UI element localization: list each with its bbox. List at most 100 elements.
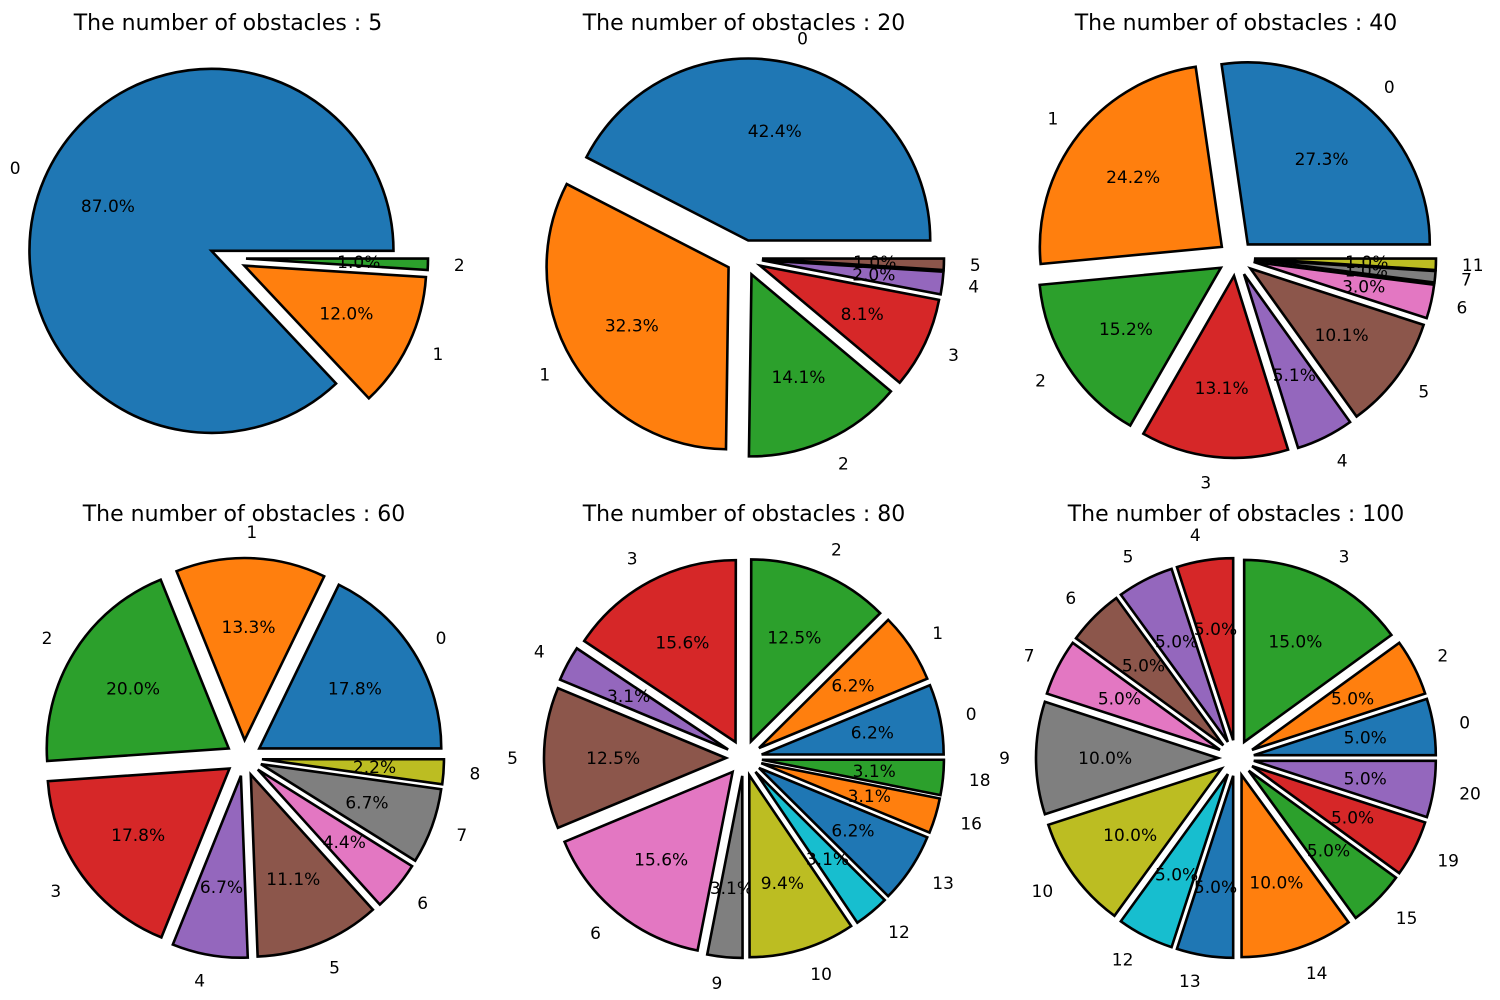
slice-label: 1 — [246, 523, 257, 543]
slice-label: 0 — [797, 29, 808, 49]
slice-percentage: 17.8% — [328, 680, 382, 700]
slice-percentage: 5.0% — [1331, 808, 1374, 828]
slice-label: 15 — [1396, 909, 1418, 929]
pie-slice-0 — [761, 683, 945, 756]
slice-label: 1 — [1047, 109, 1058, 129]
pie-slice-2 — [45, 577, 231, 763]
slice-percentage: 8.1% — [841, 305, 884, 325]
slice-label: 3 — [1200, 474, 1211, 494]
pie-slice-5 — [249, 771, 375, 958]
slice-percentage: 42.4% — [748, 122, 802, 142]
pie-slice-5 — [542, 686, 730, 830]
slice-label: 8 — [469, 765, 480, 785]
slice-label: 3 — [50, 882, 61, 902]
pie-slice-18 — [761, 758, 946, 797]
slice-percentage: 5.0% — [1331, 690, 1374, 710]
pie-slice-14 — [1240, 771, 1351, 959]
pie-slice-6 — [562, 769, 735, 953]
slice-percentage: 9.4% — [761, 874, 804, 894]
slice-percentage: 3.0% — [1342, 278, 1385, 298]
slice-percentage: 32.3% — [605, 316, 659, 336]
pie-slice-0 — [584, 57, 932, 242]
slice-label: 0 — [436, 629, 447, 649]
pie-slice-2 — [1251, 641, 1427, 752]
pie-slice-3 — [1242, 558, 1394, 745]
slice-label: 13 — [1179, 972, 1201, 992]
slice-percentage: 15.6% — [655, 634, 709, 654]
pie-slice-7 — [1045, 641, 1221, 752]
slice-label: 2 — [1437, 646, 1448, 666]
pie-chart-0: The number of obstacles : 5 0 87.0% 1 12.0% 2… — [10, 11, 465, 435]
pie-slice-6 — [256, 768, 414, 907]
pie-slice-8 — [261, 757, 446, 786]
pie-slice-9 — [705, 775, 744, 960]
slice-percentage: 5.0% — [1194, 878, 1237, 898]
slice-label: 6 — [1065, 589, 1076, 609]
chart-title: The number of obstacles : 20 — [582, 11, 906, 36]
pie-slice-10 — [1046, 766, 1225, 918]
slice-label: 2 — [838, 455, 849, 475]
pie-chart-4: The number of obstacles : 80 0 6.2% 1 6.2% 2 1… — [507, 502, 990, 994]
pie-slice-3 — [755, 263, 941, 385]
pie-slice-3 — [46, 767, 232, 940]
pie-slice-1 — [758, 618, 929, 750]
slice-percentage: 2.2% — [353, 758, 396, 778]
slice-percentage: 12.5% — [586, 749, 640, 769]
slice-label: 5 — [1418, 382, 1429, 402]
slice-label: 0 — [966, 705, 977, 725]
slice-percentage: 3.1% — [848, 787, 891, 807]
slice-percentage: 10.0% — [1103, 826, 1157, 846]
pie-slice-1 — [545, 182, 730, 451]
pie-slice-2 — [747, 271, 893, 458]
slice-label: 14 — [1306, 964, 1328, 984]
slice-label: 2 — [831, 540, 842, 560]
slice-label: 7 — [1024, 646, 1035, 666]
pie-slice-12 — [754, 770, 887, 925]
pie-slice-5 — [1247, 266, 1426, 419]
pie-slice-2 — [749, 558, 882, 745]
slice-percentage: 15.0% — [1268, 632, 1322, 652]
slice-label: 6 — [1457, 298, 1468, 318]
slice-label: 0 — [1459, 714, 1470, 734]
slice-percentage: 6.7% — [200, 878, 243, 898]
slice-label: 1 — [432, 345, 443, 365]
slice-percentage: 5.0% — [1344, 769, 1387, 789]
slice-percentage: 5.0% — [1098, 690, 1141, 710]
slice-percentage: 1.0% — [1345, 253, 1388, 273]
slice-label: 3 — [948, 346, 959, 366]
slice-label: 19 — [1437, 852, 1459, 872]
slice-percentage: 10.1% — [1315, 326, 1369, 346]
slice-label: 4 — [1190, 526, 1201, 546]
pie-slice-6 — [1074, 596, 1225, 747]
slice-percentage: 1.0% — [337, 253, 380, 273]
slice-label: 1 — [539, 365, 550, 385]
pie-slice-0 — [1220, 61, 1432, 246]
slice-label: 10 — [1032, 882, 1054, 902]
slice-percentage: 11.1% — [266, 870, 320, 890]
slice-label: 3 — [627, 550, 638, 570]
pie-slice-12 — [1119, 773, 1230, 949]
slice-percentage: 15.6% — [634, 850, 688, 870]
slice-label: 7 — [1461, 270, 1472, 290]
slice-label: 5 — [329, 958, 340, 978]
slice-percentage: 27.3% — [1295, 150, 1349, 170]
slice-label: 7 — [456, 826, 467, 846]
slice-percentage: 2.0% — [852, 265, 895, 285]
pie-slice-2 — [245, 257, 430, 272]
slice-label: 5 — [507, 749, 518, 769]
slice-label: 11 — [1462, 256, 1484, 276]
slice-percentage: 10.0% — [1078, 749, 1132, 769]
pie-slice-1 — [1038, 65, 1224, 266]
slice-label: 12 — [888, 923, 910, 943]
slice-label: 4 — [194, 972, 205, 992]
pie-slice-4 — [1175, 556, 1235, 741]
pie-slice-3 — [582, 558, 738, 745]
pie-slice-11 — [1253, 257, 1438, 272]
slice-label: 5 — [1123, 548, 1134, 568]
slice-percentage: 5.0% — [1307, 842, 1350, 862]
slice-label: 1 — [932, 624, 943, 644]
pie-slice-19 — [1251, 764, 1427, 875]
slice-label: 5 — [970, 256, 981, 276]
slice-label: 3 — [1339, 548, 1350, 568]
